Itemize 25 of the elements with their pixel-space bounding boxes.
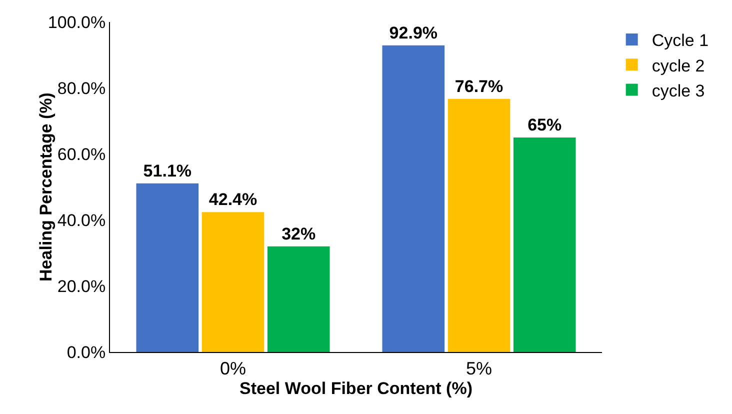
x-tick-label: 0% <box>220 358 246 379</box>
bar <box>448 98 510 352</box>
bar <box>202 212 264 352</box>
legend-label: cycle 3 <box>652 81 705 100</box>
data-label: 32% <box>282 224 316 244</box>
data-label: 51.1% <box>143 161 192 180</box>
y-tick-label: 80.0% <box>57 78 106 98</box>
data-label: 65% <box>528 116 562 134</box>
bar <box>382 45 445 352</box>
y-tick-label: 20.0% <box>57 276 106 296</box>
bar <box>136 183 199 352</box>
y-axis-title: Healing Percentage (%) <box>36 92 56 282</box>
legend-label: Cycle 1 <box>652 31 709 50</box>
y-tick-label: 60.0% <box>57 144 106 164</box>
y-tick-label: 40.0% <box>57 210 106 230</box>
y-tick-label: 0.0% <box>66 342 106 362</box>
bar <box>513 138 576 352</box>
data-label: 92.9% <box>389 23 438 42</box>
data-label: 76.7% <box>454 76 504 96</box>
y-tick-label: 100.0% <box>48 12 106 32</box>
legend-label: cycle 2 <box>652 56 705 76</box>
data-label: 42.4% <box>208 190 258 210</box>
x-tick-label: 5% <box>466 358 492 379</box>
bar <box>267 246 330 352</box>
x-axis-title: Steel Wool Fiber Content (%) <box>240 379 472 398</box>
